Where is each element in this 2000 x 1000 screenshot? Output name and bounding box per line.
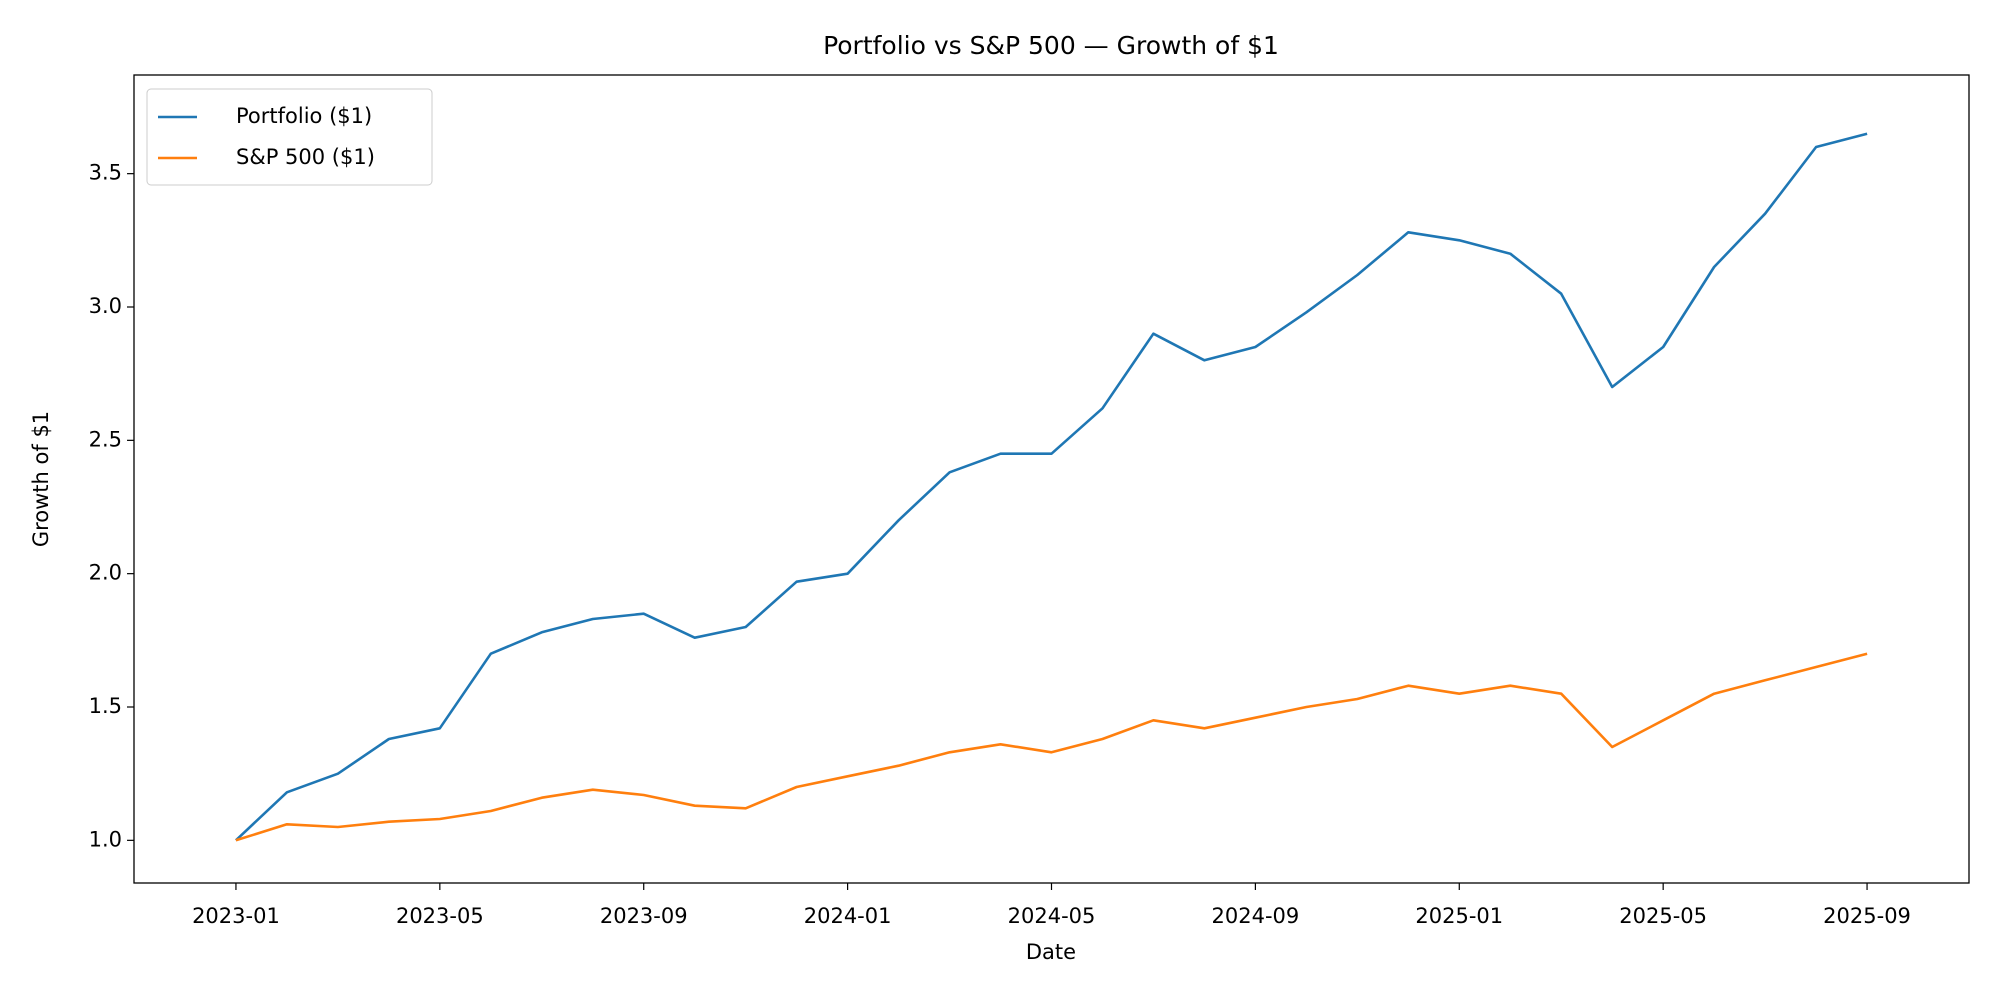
series-line [235,132,1868,842]
x-tick-label: 2024-01 [804,904,892,928]
x-tick-label: 2025-05 [1619,904,1707,928]
x-tick-label: 2023-09 [600,904,688,928]
x-tick-label: 2023-01 [192,904,280,928]
y-tick-label: 1.0 [89,827,122,851]
y-tick-label: 1.5 [89,694,122,718]
legend-label: Portfolio ($1) [236,104,372,128]
y-tick-label: 3.0 [89,294,122,318]
x-tick-label: 2024-05 [1008,904,1096,928]
chart-title: Portfolio vs S&P 500 — Growth of $1 [823,31,1279,60]
y-tick-label: 2.0 [89,561,122,585]
x-tick-label: 2025-01 [1415,904,1503,928]
x-tick-label: 2024-09 [1212,904,1300,928]
legend-box [146,88,433,186]
y-tick-label: 3.5 [89,161,122,185]
legend-label: S&P 500 ($1) [236,145,375,169]
y-axis-label: Growth of $1 [29,411,53,547]
x-tick-label: 2025-09 [1823,904,1911,928]
y-tick-label: 2.5 [89,427,122,451]
series-line [235,652,1868,842]
x-tick-label: 2023-05 [396,904,484,928]
plot-frame [133,74,1970,884]
x-axis-label: Date [1026,940,1076,964]
